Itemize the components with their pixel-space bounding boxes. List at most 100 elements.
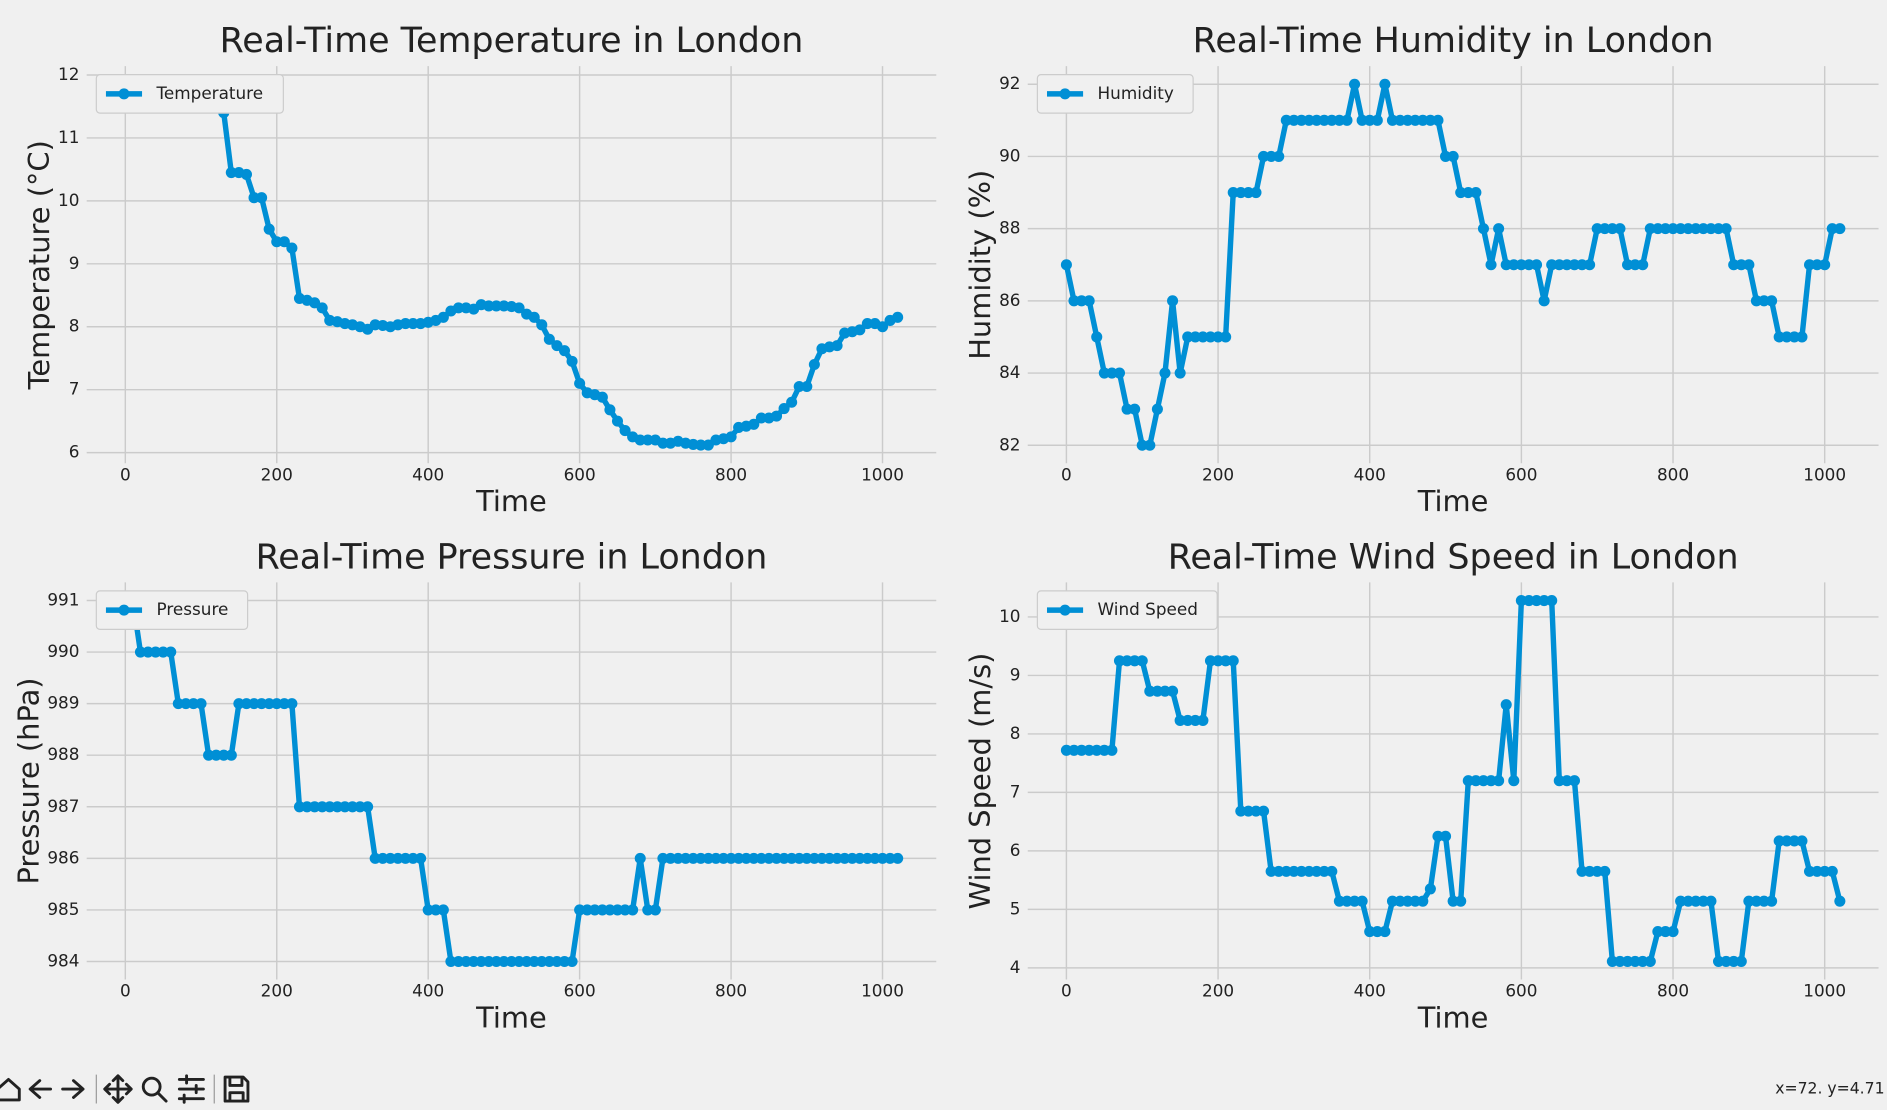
data-point xyxy=(1364,114,1376,126)
data-point xyxy=(1447,150,1459,162)
data-point xyxy=(1758,895,1770,907)
x-tick-label: 600 xyxy=(1505,981,1537,1001)
data-point xyxy=(604,404,616,416)
data-point xyxy=(778,852,790,864)
data-point xyxy=(543,333,555,345)
y-tick-label: 8 xyxy=(1010,723,1021,743)
home-button[interactable] xyxy=(0,1077,21,1102)
data-point xyxy=(1197,331,1209,343)
data-point xyxy=(672,852,684,864)
data-point xyxy=(1493,223,1505,235)
data-point xyxy=(755,852,767,864)
data-point xyxy=(407,852,419,864)
data-point xyxy=(861,852,873,864)
data-point xyxy=(1728,259,1740,271)
legend-box xyxy=(1036,590,1218,630)
data-point xyxy=(1766,895,1778,907)
data-point xyxy=(770,852,783,864)
data-point xyxy=(1781,331,1793,343)
data-point xyxy=(1591,223,1603,235)
y-tick-label: 9 xyxy=(69,253,80,273)
data-point xyxy=(1250,805,1262,817)
data-point xyxy=(1204,655,1217,667)
data-point xyxy=(1417,114,1429,126)
data-point xyxy=(574,377,586,389)
data-point xyxy=(1803,865,1816,877)
data-point xyxy=(566,355,578,367)
data-point xyxy=(422,904,434,916)
data-point xyxy=(1584,259,1596,271)
data-point xyxy=(278,698,290,710)
data-point xyxy=(1341,114,1353,126)
data-point xyxy=(596,904,608,916)
data-point xyxy=(793,852,805,864)
data-point xyxy=(1690,223,1702,235)
data-point xyxy=(801,852,813,864)
data-point xyxy=(1417,895,1429,907)
save-button[interactable] xyxy=(223,1075,250,1103)
x-axis-label: Time xyxy=(1417,484,1489,518)
y-tick-label: 987 xyxy=(47,796,79,816)
data-point xyxy=(1644,955,1656,967)
data-point xyxy=(309,801,321,813)
configure-button[interactable] xyxy=(177,1074,205,1104)
forward-button[interactable] xyxy=(61,1079,85,1099)
data-point xyxy=(437,311,449,323)
data-point xyxy=(1500,699,1512,711)
data-point xyxy=(1538,595,1550,607)
data-point xyxy=(1220,655,1232,667)
data-point xyxy=(1561,259,1573,271)
data-point xyxy=(1705,895,1717,907)
legend: Pressure xyxy=(95,590,249,630)
data-point xyxy=(1356,895,1368,907)
data-point xyxy=(1409,114,1421,126)
legend-marker xyxy=(1059,604,1071,616)
data-point xyxy=(263,223,275,235)
data-point xyxy=(808,852,820,864)
legend-marker xyxy=(118,604,130,616)
data-point xyxy=(1121,655,1133,667)
data-point xyxy=(1523,259,1535,271)
data-point xyxy=(1273,865,1285,877)
data-point xyxy=(581,904,593,916)
data-point xyxy=(278,236,290,248)
x-tick-label: 0 xyxy=(1061,464,1072,484)
data-point xyxy=(763,852,775,864)
data-point xyxy=(150,646,162,658)
data-point xyxy=(1189,331,1201,343)
data-point xyxy=(786,852,798,864)
data-point xyxy=(415,852,427,864)
legend-box xyxy=(95,590,249,630)
data-point xyxy=(1720,955,1732,967)
data-point xyxy=(1136,655,1148,667)
zoom-button[interactable] xyxy=(141,1076,168,1103)
data-point xyxy=(1098,367,1110,379)
data-point xyxy=(611,415,624,427)
y-tick-label: 6 xyxy=(69,442,80,462)
x-tick-label: 0 xyxy=(120,464,131,484)
back-button[interactable] xyxy=(28,1079,53,1099)
data-point xyxy=(717,852,730,864)
data-point xyxy=(642,904,654,916)
data-point xyxy=(1712,955,1725,967)
data-point xyxy=(1280,114,1292,126)
data-point xyxy=(1675,895,1687,907)
x-tick-label: 400 xyxy=(1354,981,1386,1001)
data-point xyxy=(1068,744,1080,756)
data-point xyxy=(1167,685,1179,697)
legend: Wind Speed xyxy=(1036,590,1218,630)
data-point xyxy=(1144,439,1156,451)
data-point xyxy=(1273,150,1285,162)
data-point xyxy=(1106,744,1118,756)
data-point xyxy=(1477,223,1489,235)
data-point xyxy=(1735,955,1747,967)
data-point xyxy=(331,801,343,813)
chart-title: Real-Time Wind Speed in London xyxy=(1168,537,1739,577)
data-point xyxy=(1576,259,1588,271)
pan-button[interactable] xyxy=(103,1074,133,1104)
data-point xyxy=(816,852,828,864)
data-point xyxy=(1159,685,1171,697)
x-tick-label: 1000 xyxy=(861,464,904,484)
data-point xyxy=(634,434,646,446)
